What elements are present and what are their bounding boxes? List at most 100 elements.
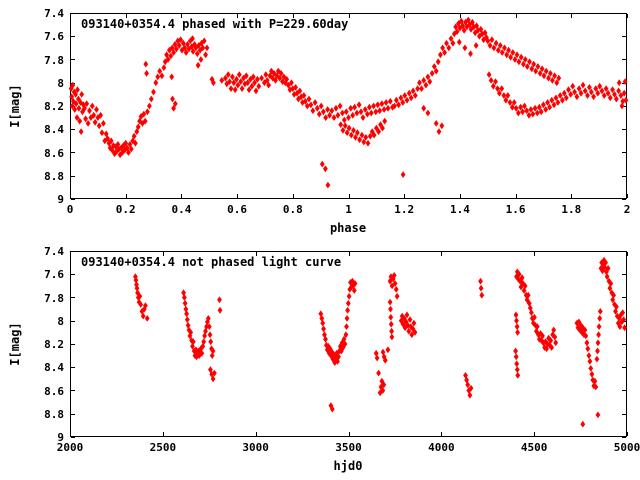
not-phased-data-point	[382, 356, 388, 364]
phased-data-point	[509, 103, 515, 111]
phased-data-point	[144, 70, 149, 77]
not-phased-data-point	[389, 333, 395, 341]
phased-data-point	[174, 45, 179, 53]
phased-data-point	[182, 44, 188, 52]
phased-data-point	[427, 78, 433, 85]
not-phased-data-point	[135, 289, 140, 297]
not-phased-data-point	[407, 316, 413, 323]
phased-data-point	[620, 97, 626, 105]
not-phased-data-point	[190, 338, 196, 346]
not-phased-data-point	[209, 345, 214, 353]
phased-data-point	[346, 114, 351, 121]
not-phased-data-point	[607, 284, 613, 292]
phased-data-point	[316, 110, 322, 118]
not-phased-data-point	[617, 323, 623, 330]
phased-data-point	[433, 120, 439, 127]
phased-data-point	[350, 111, 356, 119]
not-phased-data-point	[321, 325, 326, 333]
phased-data-point	[238, 78, 244, 85]
phased-data-point	[367, 103, 372, 111]
not-phased-data-point	[387, 298, 393, 306]
not-phased-data-point	[606, 277, 612, 285]
phased-data-point	[78, 128, 84, 135]
phased-data-point	[548, 70, 553, 77]
not-phased-plot-canvas	[70, 251, 628, 438]
not-phased-data-point	[373, 349, 379, 357]
phased-data-point	[114, 147, 120, 155]
phased-data-point	[365, 110, 370, 118]
phased-data-point	[371, 102, 376, 110]
phased-data-point	[429, 70, 435, 77]
phased-data-point	[337, 102, 343, 110]
not-phased-data-point	[515, 329, 520, 336]
not-phased-y-tick-label: 7.6	[44, 268, 64, 282]
not-phased-data-point	[620, 309, 626, 316]
phased-x-tick-label: 1.8	[561, 203, 582, 216]
not-phased-data-point	[583, 332, 589, 340]
phased-data-point	[387, 97, 393, 105]
phased-data-point	[331, 114, 337, 121]
not-phased-data-point	[181, 289, 186, 297]
not-phased-data-point	[513, 347, 518, 355]
phased-data-point	[461, 27, 467, 34]
phased-data-point	[373, 108, 379, 116]
phased-data-point	[253, 87, 259, 95]
not-phased-data-point	[189, 337, 194, 344]
not-phased-data-point	[217, 296, 222, 304]
phased-data-point	[485, 37, 491, 45]
not-phased-data-point	[549, 344, 554, 351]
phased-data-point	[231, 79, 237, 87]
phased-data-point	[463, 18, 468, 26]
phased-data-point	[211, 79, 216, 87]
phased-data-point	[522, 56, 528, 63]
not-phased-data-point	[393, 286, 399, 293]
phased-data-point	[323, 165, 328, 173]
not-phased-data-point	[522, 282, 528, 290]
phased-data-point	[504, 51, 510, 59]
phased-data-point	[87, 107, 92, 115]
phased-data-point	[75, 86, 80, 94]
phased-data-point	[267, 72, 273, 80]
phased-data-point	[134, 128, 140, 135]
phased-data-point	[178, 36, 183, 44]
phased-y-tick-label: 8	[57, 76, 64, 90]
not-phased-data-point	[545, 340, 550, 348]
phased-data-point	[239, 85, 245, 92]
phased-data-point	[198, 56, 204, 63]
phased-data-point	[406, 89, 412, 97]
phased-data-point	[314, 104, 320, 112]
phased-data-point	[297, 87, 303, 95]
phased-data-point	[534, 109, 540, 117]
phased-data-point	[563, 94, 569, 102]
phased-data-point	[259, 74, 264, 82]
phased-data-point	[557, 92, 563, 99]
phased-data-point	[570, 82, 576, 90]
phased-data-point	[164, 51, 169, 59]
not-phased-data-point	[411, 319, 417, 327]
phased-x-tick-label: 2	[623, 203, 631, 216]
phased-data-point	[169, 73, 175, 81]
phased-x-axis-label: phase	[329, 221, 367, 235]
phased-data-point	[506, 46, 511, 54]
phased-data-point	[133, 139, 138, 147]
phased-data-point	[128, 145, 134, 153]
phased-data-point	[219, 77, 225, 84]
phased-data-point	[450, 39, 456, 47]
not-phased-data-point	[513, 311, 519, 319]
phased-data-point	[475, 27, 481, 34]
phased-data-point	[607, 94, 613, 102]
not-phased-data-point	[199, 349, 205, 357]
phased-data-point	[371, 131, 377, 139]
not-phased-data-point	[529, 309, 534, 316]
phased-data-point	[170, 95, 175, 103]
not-phased-data-point	[594, 355, 600, 363]
not-phased-data-point	[516, 270, 522, 278]
phased-data-point	[72, 106, 78, 113]
phased-data-point	[375, 101, 381, 109]
phased-data-point	[360, 114, 366, 121]
phased-data-point	[103, 130, 109, 138]
not-phased-data-point	[532, 313, 537, 321]
phased-data-point	[367, 132, 373, 140]
phased-data-point	[614, 95, 619, 103]
phased-data-point	[204, 44, 210, 52]
